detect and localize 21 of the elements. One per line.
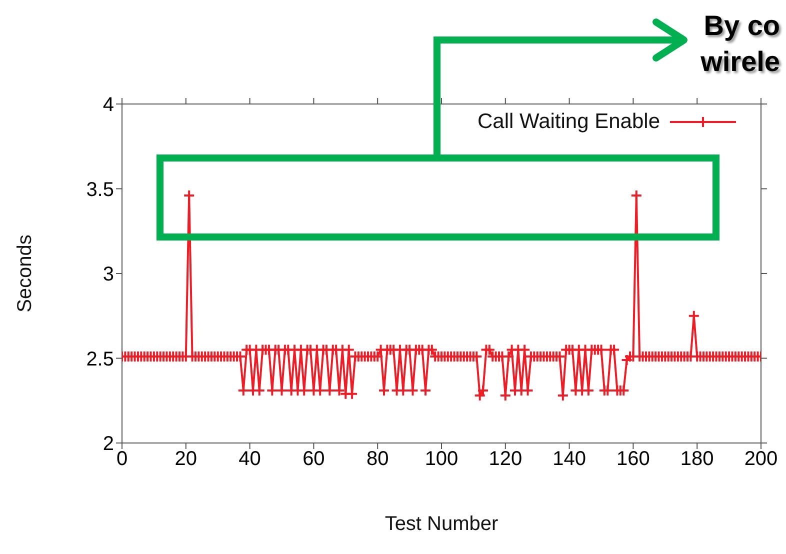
y-tick-label: 3.5 [86,178,114,201]
text: By co [702,9,780,43]
x-tick-label: 180 [680,448,714,470]
x-tick-label: 20 [174,448,198,470]
x-tick-label: 80 [366,448,389,470]
x-tick-label: 200 [744,448,778,470]
y-axis-title: Seconds [14,234,36,312]
legend-label: Call Waiting Enable [478,110,660,134]
text: wirele [700,45,780,79]
x-tick-label: 0 [116,448,128,470]
x-axis-title: Test Number [384,513,499,535]
x-tick-label: 60 [302,448,325,470]
x-tick-label: 100 [424,448,458,470]
y-tick-label: 2 [102,433,114,456]
x-tick-label: 140 [552,448,586,470]
y-tick-label: 2.5 [86,348,114,370]
y-tick-label: 4 [102,94,114,116]
y-tick-label: 3 [102,264,114,286]
x-tick-label: 160 [616,448,650,470]
x-tick-label: 40 [238,448,261,470]
x-tick-label: 120 [488,448,522,470]
